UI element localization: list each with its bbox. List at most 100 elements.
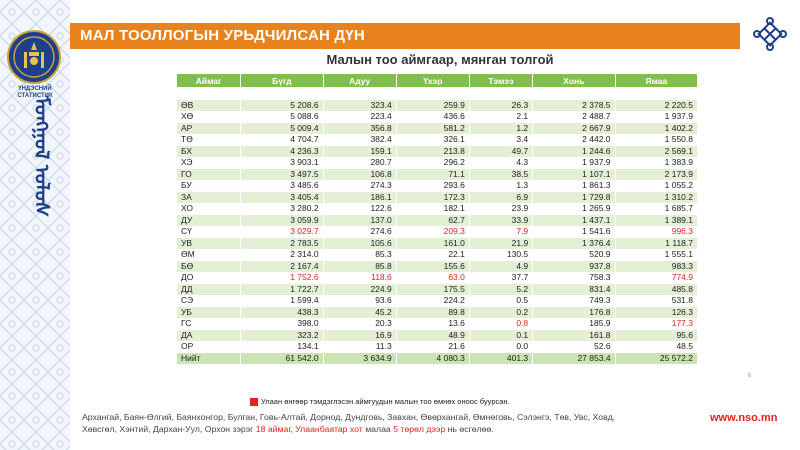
value-cell: 520.9 [532, 249, 616, 261]
footer-text-c: малаа [362, 424, 394, 434]
value-cell [395, 87, 470, 100]
aimag-cell: ХЭ [175, 157, 242, 169]
value-cell: 11.3 [322, 341, 397, 353]
value-cell: 485.8 [614, 283, 699, 295]
aimag-cell: БХ [175, 145, 242, 157]
value-cell: 61 542.0 [240, 352, 324, 364]
value-cell: 21.9 [468, 237, 534, 249]
value-cell: 1 937.9 [614, 111, 699, 123]
value-cell: 1 550.8 [614, 134, 699, 146]
value-cell [240, 87, 324, 100]
column-header: Адуу [322, 73, 397, 88]
footer-line-1: Архангай, Баян-Өлгий, Баянхонгор, Булган… [82, 412, 616, 422]
value-cell [614, 87, 699, 100]
value-cell: 996.3 [614, 226, 699, 238]
value-cell: 224.2 [395, 295, 470, 307]
legend-text: Улаан өнгөөр тэмдэглэсэн аймгуудын малын… [261, 397, 510, 406]
value-cell: 182.1 [395, 203, 470, 215]
value-cell: 937.8 [532, 260, 616, 272]
value-cell: 1 937.9 [532, 157, 616, 169]
value-cell: 20.3 [322, 318, 397, 330]
page-number: 6 [748, 373, 752, 379]
value-cell: 3 059.9 [240, 214, 324, 226]
value-cell: 126.3 [614, 306, 699, 318]
table-row: СЭ 1 599.4 93.6 224.2 0.5 749.3 531.8 [175, 295, 699, 307]
page-title: МАЛ ТООЛЛОГЫН УРЬДЧИЛСАН ДҮН [80, 27, 365, 44]
value-cell: 130.5 [468, 249, 534, 261]
website-link[interactable]: www.nso.mn [710, 412, 778, 424]
logo-caption: ҮНДЭСНИЙ СТАТИСТИК [17, 86, 53, 99]
total-row: Нийт 61 542.0 3 634.9 4 080.3 401.3 27 853.4 2… [175, 352, 699, 364]
value-cell: 175.5 [395, 283, 470, 295]
value-cell: 758.3 [532, 272, 616, 284]
value-cell: 2 314.0 [240, 249, 324, 261]
table-row: ТӨ 4 704.7 382.4 326.1 3.4 2 442.0 1 550.8 [175, 134, 699, 146]
value-cell: 259.9 [395, 99, 470, 111]
value-cell: 2 220.5 [614, 99, 699, 111]
legend: Улаан өнгөөр тэмдэглэсэн аймгуудын малын… [250, 397, 510, 407]
value-cell: 0.2 [468, 306, 534, 318]
value-cell: 122.6 [322, 203, 397, 215]
aimag-cell: СҮ [175, 226, 242, 238]
value-cell: 323.4 [322, 99, 397, 111]
value-cell: 3 485.6 [240, 180, 324, 192]
value-cell: 1 118.7 [614, 237, 699, 249]
value-cell: 85.8 [322, 260, 397, 272]
value-cell: 0.5 [468, 295, 534, 307]
value-cell: 209.3 [395, 226, 470, 238]
value-cell: 581.2 [395, 122, 470, 134]
value-cell: 2 488.7 [532, 111, 616, 123]
value-cell: 1 437.1 [532, 214, 616, 226]
value-cell: 5.2 [468, 283, 534, 295]
value-cell: 137.0 [322, 214, 397, 226]
value-cell: 49.7 [468, 145, 534, 157]
value-cell: 1.3 [468, 180, 534, 192]
aimag-cell: ӨВ [175, 99, 242, 111]
aimag-cell: ОР [175, 341, 242, 353]
aimag-cell: Нийт [175, 352, 242, 364]
value-cell: 93.6 [322, 295, 397, 307]
value-cell: 356.8 [322, 122, 397, 134]
footer-highlight-aimag: 18 аймаг, Улаанбаатар хот [255, 424, 363, 434]
table-row: УВ 2 783.5 105.6 161.0 21.9 1 376.4 1 118.7 [175, 237, 699, 249]
value-cell: 48.5 [614, 341, 699, 353]
table-row: ЗА 3 405.4 186.1 172.3 6.9 1 729.8 1 310.2 [175, 191, 699, 203]
value-cell: 161.0 [395, 237, 470, 249]
value-cell: 1 376.4 [532, 237, 616, 249]
value-cell: 274.3 [322, 180, 397, 192]
value-cell: 1 383.9 [614, 157, 699, 169]
table-row: ӨВ 5 208.6 323.4 259.9 26.3 2 378.5 2 220.5 [175, 99, 699, 111]
value-cell: 1 685.7 [614, 203, 699, 215]
aimag-cell: УБ [175, 306, 242, 318]
mongolian-script-text: ᠮᠣᠩᠭᠣᠯ ᠤᠯᠤᠰ [30, 96, 52, 217]
table-row: БӨ 2 167.4 85.8 155.6 4.9 937.8 983.3 [175, 260, 699, 272]
table-title: Малын тоо аймгаар, мянган толгой [326, 52, 554, 67]
value-cell: 25 572.2 [614, 352, 699, 364]
value-cell: 0.0 [468, 341, 534, 353]
value-cell: 185.9 [532, 318, 616, 330]
aimag-cell: УВ [175, 237, 242, 249]
value-cell: 23.9 [468, 203, 534, 215]
value-cell: 85.3 [322, 249, 397, 261]
value-cell: 1 541.6 [532, 226, 616, 238]
value-cell: 0.1 [468, 329, 534, 341]
value-cell: 13.6 [395, 318, 470, 330]
value-cell: 2.1 [468, 111, 534, 123]
footer-highlight-types: 5 төрөл дээр [393, 424, 446, 434]
value-cell [468, 87, 534, 100]
aimag-cell: БУ [175, 180, 242, 192]
value-cell: 436.6 [395, 111, 470, 123]
table-row: ДД 1 722.7 224.9 175.5 5.2 831.4 485.8 [175, 283, 699, 295]
value-cell: 323.2 [240, 329, 324, 341]
value-cell [322, 87, 397, 100]
value-cell: 831.4 [532, 283, 616, 295]
left-ornament-sidebar: ҮНДЭСНИЙ СТАТИСТИК ᠮᠣᠩᠭᠣᠯ ᠤᠯᠤᠰ [0, 0, 70, 450]
value-cell: 71.1 [395, 168, 470, 180]
value-cell: 1 599.4 [240, 295, 324, 307]
value-cell [532, 87, 616, 100]
value-cell: 45.2 [322, 306, 397, 318]
value-cell: 2 442.0 [532, 134, 616, 146]
value-cell: 177.3 [614, 318, 699, 330]
footer-text-a: Хөвсгөл, Хэнтий, Дархан-Уул, Орхон зэрэг [82, 424, 256, 434]
value-cell: 531.8 [614, 295, 699, 307]
